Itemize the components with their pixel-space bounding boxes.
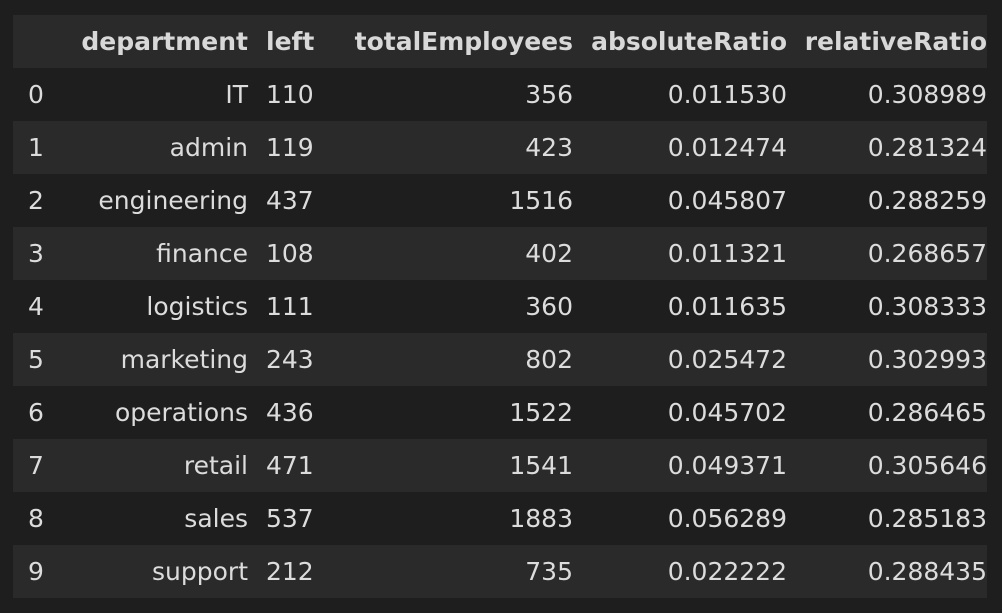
cell-department: sales xyxy=(184,504,248,533)
row-index: 1 xyxy=(28,133,44,162)
cell-left: 110 xyxy=(266,80,314,109)
table-row: 2 engineering 437 1516 0.045807 0.288259 xyxy=(13,174,987,227)
cell-total-employees: 1883 xyxy=(509,504,573,533)
cell-relative-ratio: 0.288435 xyxy=(867,557,987,586)
row-index: 3 xyxy=(28,239,44,268)
cell-absolute-ratio: 0.022222 xyxy=(667,557,787,586)
cell-total-employees: 360 xyxy=(525,292,573,321)
cell-absolute-ratio: 0.025472 xyxy=(667,345,787,374)
row-index: 4 xyxy=(28,292,44,321)
table-row: 1 admin 119 423 0.012474 0.281324 xyxy=(13,121,987,174)
cell-relative-ratio: 0.308989 xyxy=(867,80,987,109)
column-header-department: department xyxy=(81,27,248,56)
cell-relative-ratio: 0.305646 xyxy=(867,451,987,480)
table-row: 5 marketing 243 802 0.025472 0.302993 xyxy=(13,333,987,386)
cell-left: 437 xyxy=(266,186,314,215)
column-header-relative-ratio: relativeRatio xyxy=(804,27,987,56)
cell-relative-ratio: 0.268657 xyxy=(867,239,987,268)
cell-total-employees: 1541 xyxy=(509,451,573,480)
cell-department: finance xyxy=(156,239,248,268)
cell-total-employees: 1516 xyxy=(509,186,573,215)
cell-department: logistics xyxy=(146,292,248,321)
row-index: 0 xyxy=(28,80,44,109)
table-body: 0 IT 110 356 0.011530 0.308989 1 admin 1… xyxy=(13,68,987,598)
row-index: 2 xyxy=(28,186,44,215)
cell-department: retail xyxy=(183,451,248,480)
cell-absolute-ratio: 0.012474 xyxy=(667,133,787,162)
column-header-index xyxy=(13,15,67,68)
column-header-left: left xyxy=(266,27,315,56)
row-index: 8 xyxy=(28,504,44,533)
cell-absolute-ratio: 0.056289 xyxy=(667,504,787,533)
cell-department: support xyxy=(152,557,248,586)
cell-relative-ratio: 0.281324 xyxy=(867,133,987,162)
cell-left: 119 xyxy=(266,133,314,162)
cell-left: 111 xyxy=(266,292,314,321)
column-header-absolute-ratio: absoluteRatio xyxy=(591,27,787,56)
cell-relative-ratio: 0.288259 xyxy=(867,186,987,215)
cell-relative-ratio: 0.302993 xyxy=(867,345,987,374)
table-row: 9 support 212 735 0.022222 0.288435 xyxy=(13,545,987,598)
cell-department: admin xyxy=(169,133,248,162)
table-header: department left totalEmployees absoluteR… xyxy=(13,15,987,68)
cell-relative-ratio: 0.308333 xyxy=(867,292,987,321)
dataframe-table: department left totalEmployees absoluteR… xyxy=(13,15,987,598)
row-index: 5 xyxy=(28,345,44,374)
table-row: 4 logistics 111 360 0.011635 0.308333 xyxy=(13,280,987,333)
cell-total-employees: 1522 xyxy=(509,398,573,427)
table-row: 8 sales 537 1883 0.056289 0.285183 xyxy=(13,492,987,545)
cell-absolute-ratio: 0.045702 xyxy=(667,398,787,427)
table-row: 0 IT 110 356 0.011530 0.308989 xyxy=(13,68,987,121)
cell-left: 537 xyxy=(266,504,314,533)
cell-total-employees: 402 xyxy=(525,239,573,268)
cell-absolute-ratio: 0.049371 xyxy=(667,451,787,480)
table-row: 6 operations 436 1522 0.045702 0.286465 xyxy=(13,386,987,439)
table-row: 3 finance 108 402 0.011321 0.268657 xyxy=(13,227,987,280)
row-index: 6 xyxy=(28,398,44,427)
cell-total-employees: 356 xyxy=(525,80,573,109)
cell-total-employees: 802 xyxy=(525,345,573,374)
header-row: department left totalEmployees absoluteR… xyxy=(13,15,987,68)
cell-absolute-ratio: 0.011635 xyxy=(667,292,787,321)
table-row: 7 retail 471 1541 0.049371 0.305646 xyxy=(13,439,987,492)
row-index: 9 xyxy=(28,557,44,586)
cell-absolute-ratio: 0.045807 xyxy=(667,186,787,215)
row-index: 7 xyxy=(28,451,44,480)
cell-relative-ratio: 0.285183 xyxy=(867,504,987,533)
cell-absolute-ratio: 0.011530 xyxy=(667,80,787,109)
cell-department: IT xyxy=(225,80,248,109)
cell-department: marketing xyxy=(120,345,248,374)
cell-relative-ratio: 0.286465 xyxy=(867,398,987,427)
cell-absolute-ratio: 0.011321 xyxy=(667,239,787,268)
cell-left: 243 xyxy=(266,345,314,374)
cell-department: engineering xyxy=(98,186,248,215)
cell-left: 471 xyxy=(266,451,314,480)
cell-total-employees: 423 xyxy=(525,133,573,162)
cell-department: operations xyxy=(114,398,248,427)
column-header-total-employees: totalEmployees xyxy=(354,27,573,56)
cell-left: 212 xyxy=(266,557,314,586)
cell-left: 108 xyxy=(266,239,314,268)
cell-total-employees: 735 xyxy=(525,557,573,586)
cell-left: 436 xyxy=(266,398,314,427)
